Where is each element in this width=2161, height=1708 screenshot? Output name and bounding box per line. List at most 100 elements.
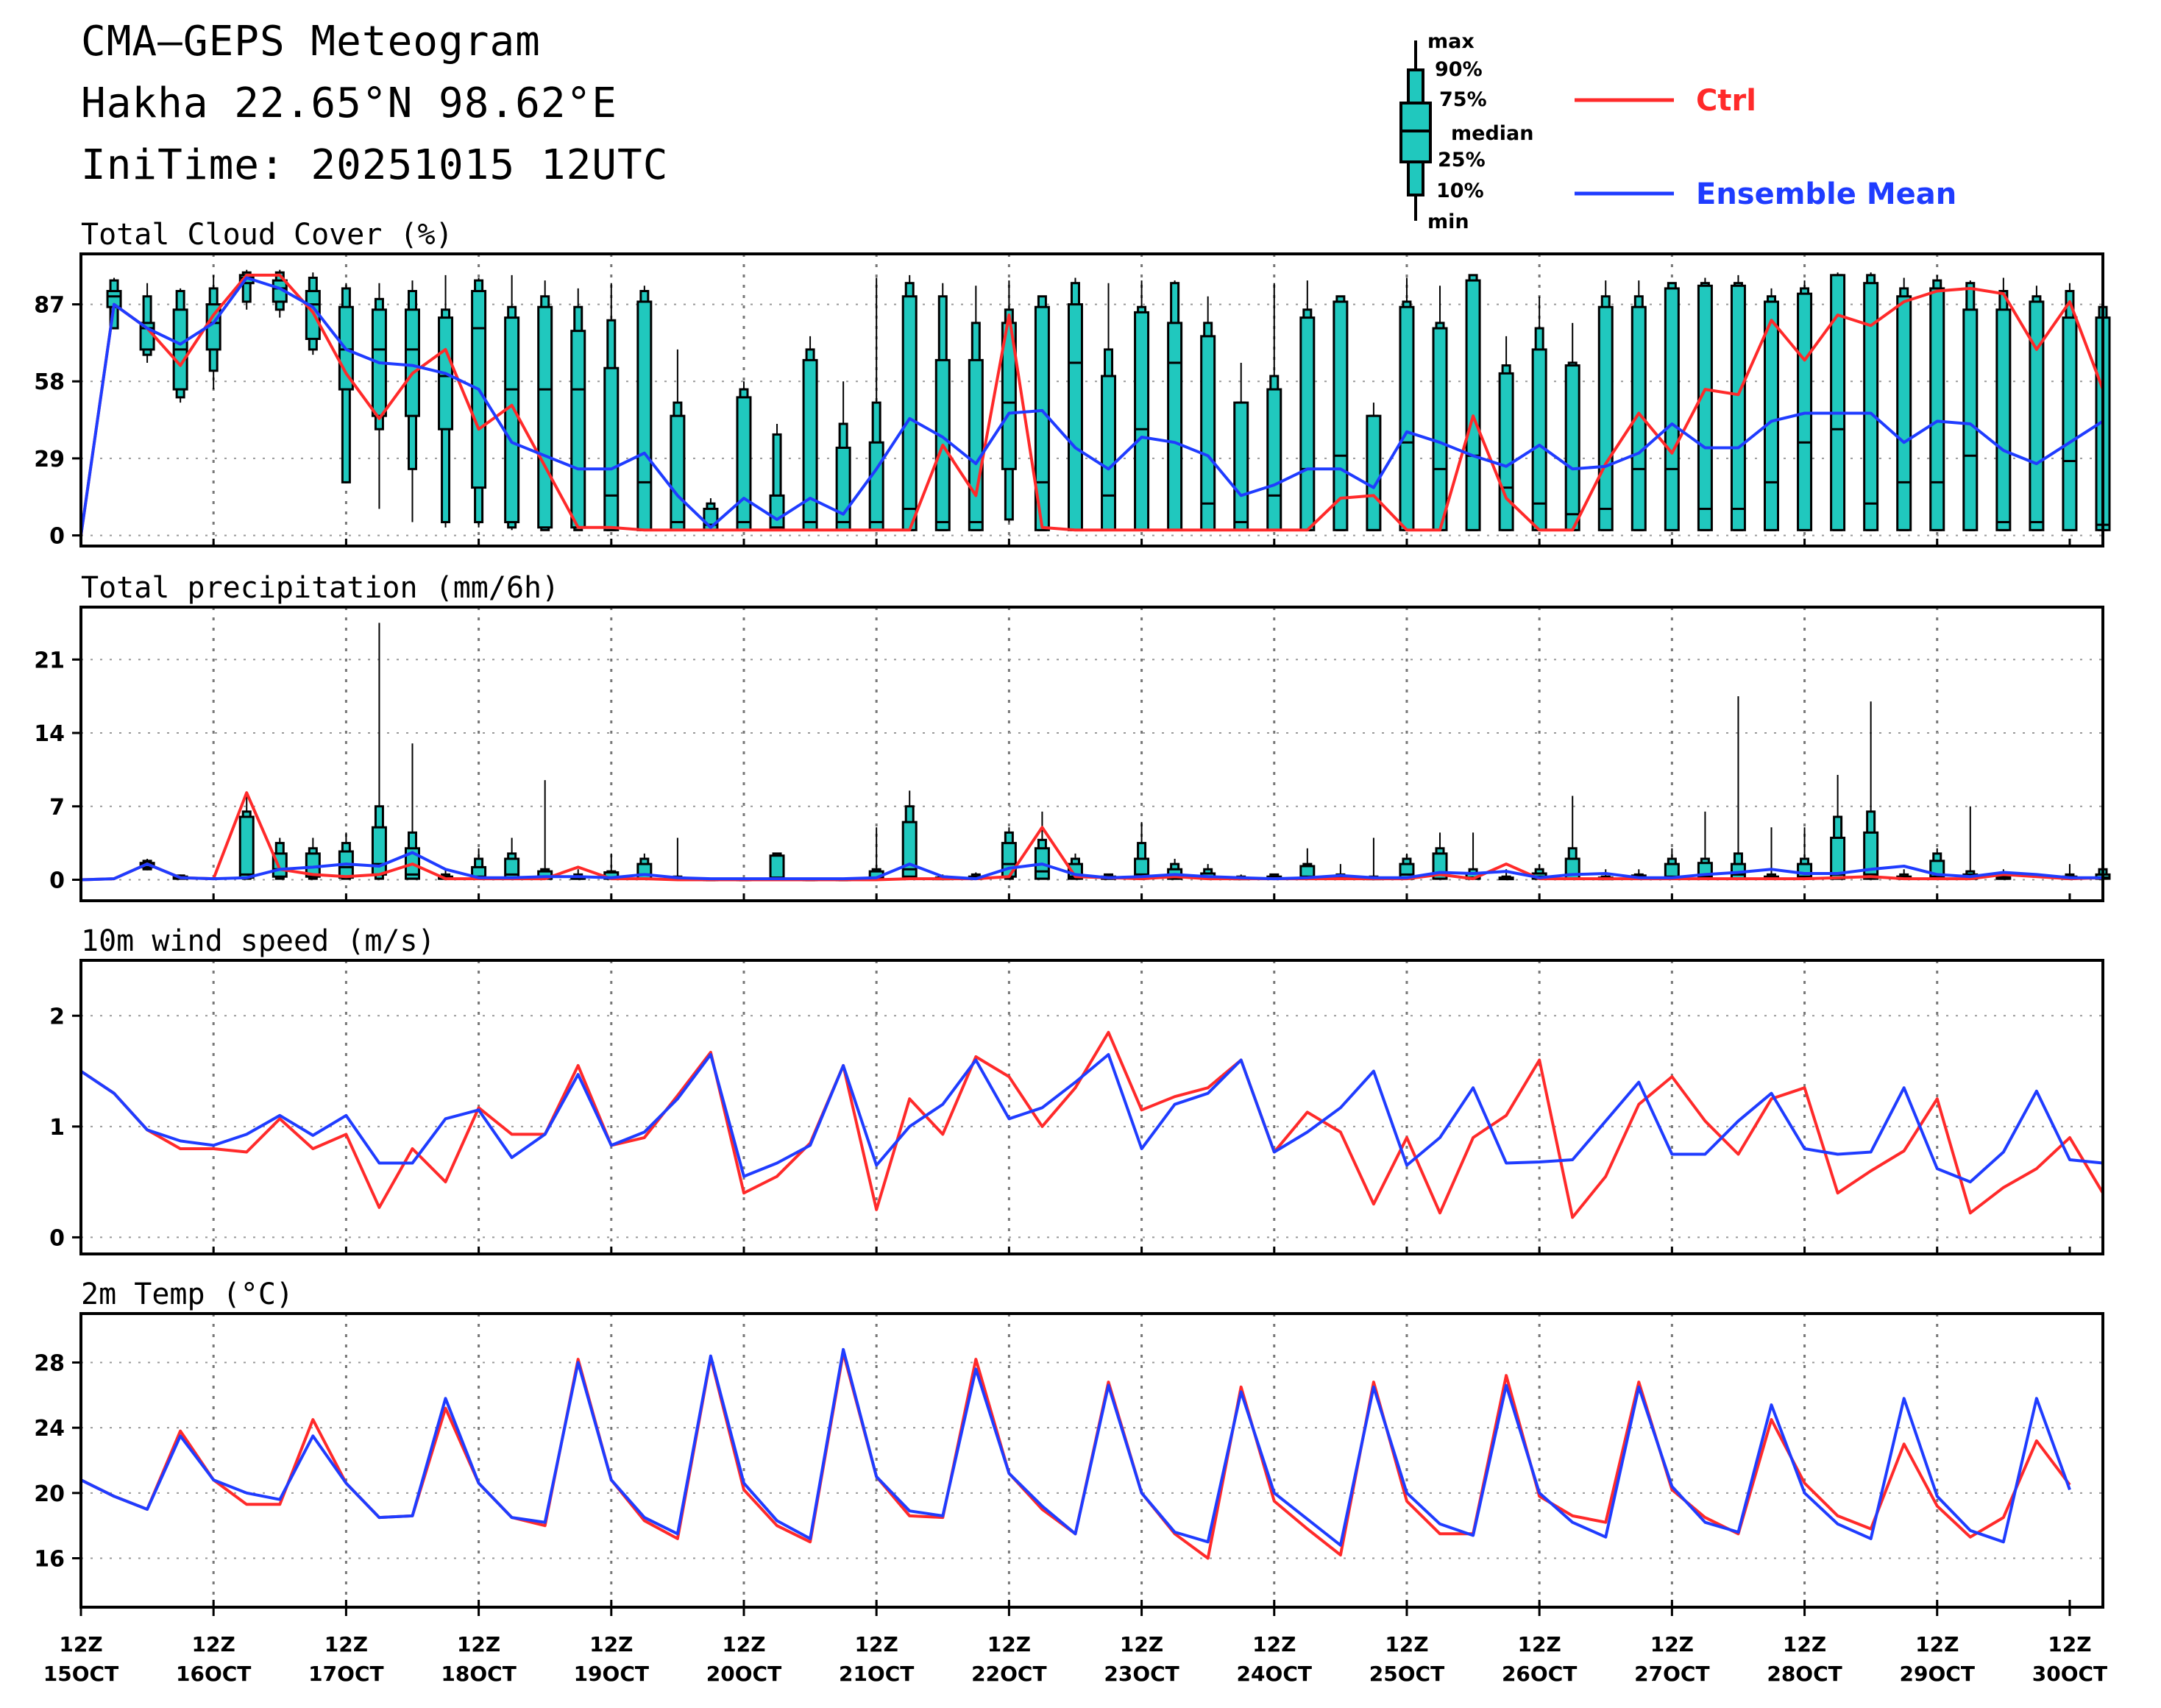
x-tick-label-date: 28OCT xyxy=(1767,1662,1842,1686)
x-tick-label-hour: 12Z xyxy=(59,1632,102,1656)
x-tick-label-hour: 12Z xyxy=(722,1632,765,1656)
x-tick-label-date: 15OCT xyxy=(43,1662,118,1686)
box-inner xyxy=(1134,311,1150,531)
box-inner xyxy=(1101,375,1117,531)
x-tick-label-hour: 12Z xyxy=(1518,1632,1561,1656)
x-tick-label-date: 30OCT xyxy=(2032,1662,2107,1686)
x-tick-label-date: 27OCT xyxy=(1634,1662,1709,1686)
box-inner xyxy=(670,414,686,531)
box-inner xyxy=(1432,327,1448,531)
y-tick-label: 28 xyxy=(34,1351,65,1377)
box-inner xyxy=(1333,300,1349,531)
y-tick-label: 0 xyxy=(49,524,65,550)
x-tick-label-date: 24OCT xyxy=(1237,1662,1312,1686)
y-tick-label: 29 xyxy=(34,447,65,472)
x-tick-label-hour: 12Z xyxy=(987,1632,1031,1656)
box-inner xyxy=(570,330,586,529)
box-inner xyxy=(835,446,851,531)
legend-box-label: min xyxy=(1427,210,1469,233)
x-tick-label-date: 21OCT xyxy=(839,1662,914,1686)
x-tick-label-hour: 12Z xyxy=(1783,1632,1826,1656)
box-inner xyxy=(736,396,752,531)
chart-panel: Total Cloud Cover (%) 0 29 58 87 xyxy=(34,218,2111,550)
box-inner xyxy=(769,494,785,531)
x-tick-label-date: 29OCT xyxy=(1900,1662,1975,1686)
box-inner xyxy=(1299,316,1316,531)
box-inner xyxy=(1067,303,1083,531)
legend-box-label: 90% xyxy=(1435,58,1483,81)
x-tick-label-date: 19OCT xyxy=(574,1662,649,1686)
meteogram-header: CMA—GEPS Meteogram Hakha 22.65°N 98.62°E… xyxy=(0,0,2161,243)
box-inner xyxy=(901,295,918,531)
x-tick-label-hour: 12Z xyxy=(2048,1632,2091,1656)
box-inner xyxy=(238,815,255,879)
legend-box-label: 25% xyxy=(1438,149,1486,171)
box-inner xyxy=(1764,300,1780,531)
ensemble-mean-series-line xyxy=(79,1053,2104,1184)
legend: max 90% 75% median 25% 10% min Ctrl Ensemble Mea… xyxy=(1399,30,1956,233)
box-inner xyxy=(537,305,553,529)
box-inner xyxy=(1929,287,1945,531)
y-tick-label: 20 xyxy=(34,1481,65,1507)
x-tick-label-hour: 12Z xyxy=(1120,1632,1163,1656)
box-inner xyxy=(1366,414,1382,531)
ensemble-mean-series-line xyxy=(80,851,2103,882)
y-tick-label: 21 xyxy=(34,648,65,673)
x-tick-label-date: 22OCT xyxy=(971,1662,1046,1686)
y-tick-label: 2 xyxy=(49,1004,65,1030)
chart-panel: 2m Temp (°C) 16 20 24 28 xyxy=(34,1278,2104,1609)
x-tick-label-hour: 12Z xyxy=(1650,1632,1694,1656)
ensemble-mean-series-line xyxy=(79,276,2104,536)
x-tick-label-hour: 12Z xyxy=(457,1632,500,1656)
x-tick-label-hour: 12Z xyxy=(192,1632,235,1656)
box-inner xyxy=(2029,300,2045,531)
panel-title: Total Cloud Cover (%) xyxy=(81,218,453,252)
panel-frame xyxy=(79,1312,2104,1609)
box-inner xyxy=(1697,284,1713,531)
box-inner xyxy=(1564,364,1580,531)
x-tick-label-date: 17OCT xyxy=(308,1662,383,1686)
x-tick-label-hour: 12Z xyxy=(855,1632,898,1656)
panel-frame xyxy=(79,252,2104,548)
box-inner xyxy=(1830,274,1846,531)
x-tick-label-date: 23OCT xyxy=(1104,1662,1179,1686)
chart-title: CMA—GEPS Meteogram xyxy=(81,18,541,65)
box-inner xyxy=(802,358,818,531)
box-inner xyxy=(1995,308,2012,531)
x-tick-label-date: 18OCT xyxy=(441,1662,516,1686)
box-inner xyxy=(1233,401,1249,531)
y-tick-label: 87 xyxy=(34,293,65,319)
box-inner xyxy=(1863,831,1879,880)
box-inner xyxy=(1896,295,1912,531)
legend-box-label: 10% xyxy=(1436,180,1484,202)
panel-frame xyxy=(79,606,2104,902)
box-inner xyxy=(1962,308,1979,531)
panel-title: Total precipitation (mm/6h) xyxy=(81,571,559,605)
panel-frame xyxy=(79,959,2104,1255)
box-inner xyxy=(1863,282,1879,531)
panel-title: 10m wind speed (m/s) xyxy=(81,924,436,958)
box-inner xyxy=(1399,305,1415,531)
legend-box-label: median xyxy=(1451,122,1533,145)
y-tick-label: 58 xyxy=(34,369,65,395)
box-inner xyxy=(1200,335,1216,531)
x-tick-label-hour: 12Z xyxy=(1915,1632,1959,1656)
y-tick-label: 14 xyxy=(34,721,65,747)
y-tick-label: 0 xyxy=(49,1225,65,1251)
box-inner xyxy=(1465,279,1481,531)
box-inner xyxy=(636,300,653,531)
y-tick-label: 16 xyxy=(34,1547,65,1573)
chart-panel: 10m wind speed (m/s) 0 1 2 xyxy=(49,924,2104,1255)
box-inner xyxy=(901,821,918,878)
box-inner xyxy=(1498,372,1514,531)
x-tick-label-hour: 12Z xyxy=(1385,1632,1428,1656)
legend-ctrl-label: Ctrl xyxy=(1696,84,1756,118)
x-tick-label-date: 16OCT xyxy=(176,1662,251,1686)
box-inner xyxy=(636,862,653,880)
ctrl-series-line xyxy=(79,1030,2104,1219)
legend-box-label: max xyxy=(1427,30,1475,53)
location-label: Hakha 22.65°N 98.62°E xyxy=(81,79,618,127)
x-tick-label-date: 25OCT xyxy=(1369,1662,1444,1686)
y-tick-label: 1 xyxy=(49,1115,65,1141)
